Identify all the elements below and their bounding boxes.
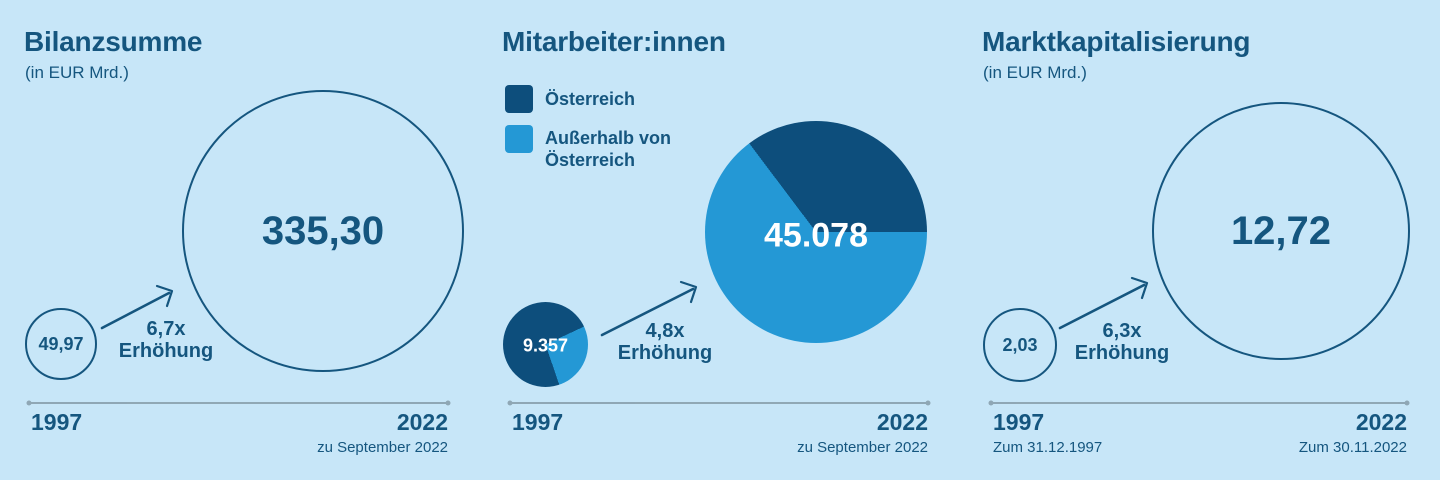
growth-factor: 6,3x (1102, 320, 1142, 342)
start-value-circle: 2,03 (983, 308, 1057, 382)
start-value: 49,97 (38, 333, 84, 354)
employees-pie-2022: 45.078 (705, 121, 927, 343)
start-value-circle: 49,97 (25, 308, 97, 380)
year-start: 1997 (31, 409, 83, 435)
growth-multiplier: 4,8x Erhöhung (605, 320, 725, 364)
end-value-circle: 335,30 (182, 90, 464, 372)
footnote-end: zu September 2022 (317, 439, 448, 456)
timeline (988, 400, 1410, 406)
year-start: 1997 (993, 409, 1045, 435)
year-end: 2022 (1355, 409, 1407, 435)
growth-word: Erhöhung (617, 342, 713, 364)
growth-arrow-icon (1058, 276, 1149, 330)
growth-arrow-icon (100, 284, 174, 330)
panel-title: Mitarbeiter:innen (502, 26, 726, 57)
growth-multiplier: 6,7x Erhöhung (106, 318, 226, 362)
timeline-dot-end (925, 400, 931, 406)
growth-word: Erhöhung (1074, 342, 1170, 364)
footnote-start: Zum 31.12.1997 (993, 439, 1103, 456)
timeline-dot-start (507, 400, 513, 406)
panel-subtitle: (in EUR Mrd.) (25, 63, 129, 82)
start-value: 2,03 (1002, 334, 1038, 355)
timeline-dot-start (988, 400, 994, 406)
growth-multiplier: 6,3x Erhöhung (1062, 320, 1182, 364)
legend-swatch-outside-austria (505, 125, 533, 153)
growth-word: Erhöhung (118, 340, 214, 362)
panel-marktkapitalisierung: Marktkapitalisierung (in EUR Mrd.) 12,72… (960, 0, 1440, 480)
start-value: 9.357 (522, 335, 569, 356)
panel-subtitle: (in EUR Mrd.) (983, 63, 1087, 82)
panel-mitarbeiter: Mitarbeiter:innen Österreich Außerhalb v… (480, 0, 960, 480)
legend-label-outside-austria: Außerhalb von Österreich (545, 128, 672, 170)
legend-label-austria: Österreich (545, 89, 636, 109)
panel-title: Bilanzsumme (24, 26, 203, 57)
year-start: 1997 (512, 409, 564, 435)
year-end: 2022 (396, 409, 448, 435)
end-value-circle: 12,72 (1152, 102, 1410, 360)
end-value: 45.078 (764, 216, 868, 255)
timeline-dot-start (26, 400, 32, 406)
growth-factor: 6,7x (146, 318, 186, 340)
legend-swatch-austria (505, 85, 533, 113)
timeline (26, 400, 451, 406)
timeline-dot-end (445, 400, 451, 406)
year-end: 2022 (876, 409, 928, 435)
panel-bilanzsumme: Bilanzsumme (in EUR Mrd.) 335,30 49,97 6… (0, 0, 480, 480)
employees-pie-1997: 9.357 (503, 302, 588, 387)
end-value: 335,30 (261, 208, 385, 253)
footnote-end: zu September 2022 (797, 439, 928, 456)
growth-arrow-icon (600, 280, 698, 337)
timeline-dot-end (1404, 400, 1410, 406)
panel-title: Marktkapitalisierung (982, 26, 1251, 57)
growth-factor: 4,8x (645, 320, 685, 342)
timeline (507, 400, 931, 406)
footnote-end: Zum 30.11.2022 (1298, 439, 1407, 456)
end-value: 12,72 (1230, 208, 1332, 253)
